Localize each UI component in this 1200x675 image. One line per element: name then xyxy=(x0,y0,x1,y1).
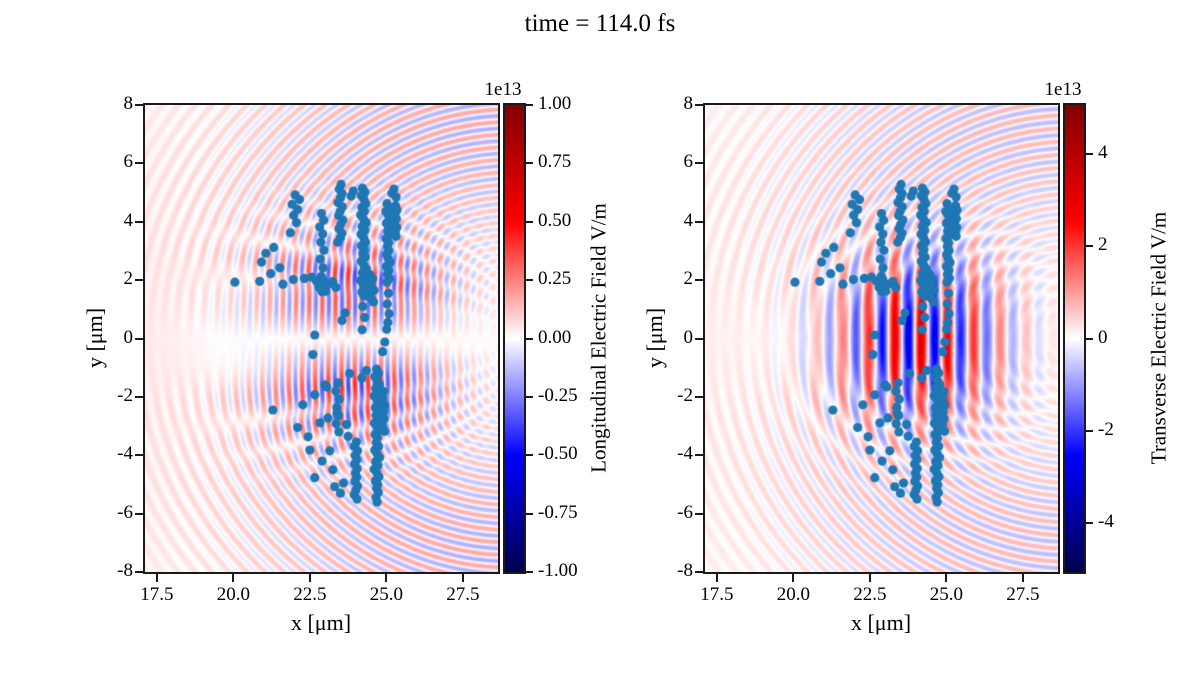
y-tick xyxy=(135,220,143,223)
y-tick xyxy=(695,395,703,398)
colorbar-tick xyxy=(1086,245,1093,248)
x-tick xyxy=(385,574,388,582)
colorbar-tick-label: -0.50 xyxy=(538,443,578,465)
y-tick xyxy=(695,104,703,106)
x-tick-label: 27.5 xyxy=(446,584,480,605)
x-tick xyxy=(715,574,718,582)
y-tick xyxy=(695,279,703,282)
x-tick-label: 27.5 xyxy=(1006,584,1040,605)
y-tick xyxy=(135,571,143,573)
colorbar-tick-label: -2 xyxy=(1098,418,1114,440)
colorbar-tick-label: -0.25 xyxy=(538,384,578,406)
x-tick-label: 25.0 xyxy=(369,584,403,605)
y-tick-label: 4 xyxy=(123,209,134,231)
y-tick xyxy=(695,512,703,515)
y-tick-label: -6 xyxy=(677,501,693,523)
colorbar-tick-label: 4 xyxy=(1098,141,1108,163)
y-tick-label: 6 xyxy=(683,151,694,173)
y-tick-label: -2 xyxy=(117,384,133,406)
colorbar-tick xyxy=(526,337,533,340)
y-tick xyxy=(695,162,703,165)
y-tick-label: 8 xyxy=(683,93,694,114)
colorbar-tick xyxy=(526,454,533,457)
y-tick xyxy=(695,454,703,457)
x-tick xyxy=(461,574,464,582)
colorbar-tick-label: 0.50 xyxy=(538,209,572,231)
colorbar-tick xyxy=(1086,429,1093,432)
x-tick-label: 22.5 xyxy=(293,584,327,605)
colorbar-tick xyxy=(1086,337,1093,340)
x-tick xyxy=(945,574,948,582)
y-tick xyxy=(135,279,143,282)
figure-title: time = 114.0 fs xyxy=(524,10,676,37)
colorbar-tick-label: 0.00 xyxy=(538,326,572,348)
colorbar-tick xyxy=(526,512,533,515)
y-tick xyxy=(135,454,143,457)
longitudinal-colorbar xyxy=(505,105,524,572)
y-tick xyxy=(695,337,703,340)
y-tick xyxy=(135,337,143,340)
longitudinal-colorbar-offset-text: 1e13 xyxy=(484,79,522,100)
x-tick-label: 20.0 xyxy=(216,584,251,605)
x-tick xyxy=(868,574,871,582)
y-tick-label: 4 xyxy=(683,209,694,231)
longitudinal-colorbar-label: Longitudinal Electric Field V/m xyxy=(586,203,611,473)
colorbar-tick xyxy=(1086,522,1093,525)
transverse-colorbar xyxy=(1065,105,1084,572)
x-tick xyxy=(792,574,795,582)
colorbar-tick xyxy=(1086,152,1093,155)
longitudinal-plot-canvas xyxy=(145,105,498,572)
transverse-plot-canvas xyxy=(705,105,1058,572)
x-tick-label: 22.5 xyxy=(853,584,887,605)
y-tick-label: -4 xyxy=(677,443,693,465)
y-tick xyxy=(135,395,143,398)
colorbar-tick xyxy=(526,104,533,106)
colorbar-tick-label: 1.00 xyxy=(538,93,572,114)
longitudinal-x-axis-label: x [μm] xyxy=(290,610,352,635)
transverse-x-axis-label: x [μm] xyxy=(850,610,912,635)
y-tick-label: -4 xyxy=(117,443,133,465)
colorbar-tick-label: 2 xyxy=(1098,234,1108,256)
y-tick xyxy=(695,220,703,223)
colorbar-tick xyxy=(526,571,533,573)
x-tick xyxy=(155,574,158,582)
x-tick-label: 17.5 xyxy=(700,584,734,605)
y-tick xyxy=(135,162,143,165)
y-tick-label: -2 xyxy=(677,384,693,406)
x-tick-label: 25.0 xyxy=(929,584,963,605)
colorbar-tick-label: -0.75 xyxy=(538,501,578,523)
colorbar-tick-label: 0.25 xyxy=(538,268,572,290)
x-tick xyxy=(232,574,235,582)
colorbar-tick-label: -4 xyxy=(1098,511,1114,533)
x-tick xyxy=(308,574,311,582)
y-tick xyxy=(135,104,143,106)
colorbar-tick-label: 0.75 xyxy=(538,151,572,173)
y-tick xyxy=(135,512,143,515)
colorbar-tick-label: 0 xyxy=(1098,326,1108,348)
y-tick-label: -8 xyxy=(117,560,133,581)
transverse-colorbar-label: Transverse Electric Field V/m xyxy=(1146,211,1171,465)
y-tick-label: 6 xyxy=(123,151,134,173)
colorbar-tick xyxy=(526,395,533,398)
x-tick-label: 17.5 xyxy=(140,584,174,605)
x-tick xyxy=(1021,574,1024,582)
colorbar-tick xyxy=(526,279,533,282)
y-tick-label: 2 xyxy=(683,268,694,290)
y-tick-label: 8 xyxy=(123,93,134,114)
y-tick-label: -8 xyxy=(677,560,693,581)
colorbar-tick xyxy=(526,162,533,165)
y-tick-label: 0 xyxy=(683,326,694,348)
y-tick-label: 0 xyxy=(123,326,134,348)
y-tick-label: 2 xyxy=(123,268,134,290)
colorbar-tick xyxy=(526,220,533,223)
transverse-colorbar-offset-text: 1e13 xyxy=(1044,79,1082,100)
x-tick-label: 20.0 xyxy=(776,584,811,605)
y-tick xyxy=(695,571,703,573)
y-tick-label: -6 xyxy=(117,501,133,523)
colorbar-tick-label: -1.00 xyxy=(538,560,578,581)
